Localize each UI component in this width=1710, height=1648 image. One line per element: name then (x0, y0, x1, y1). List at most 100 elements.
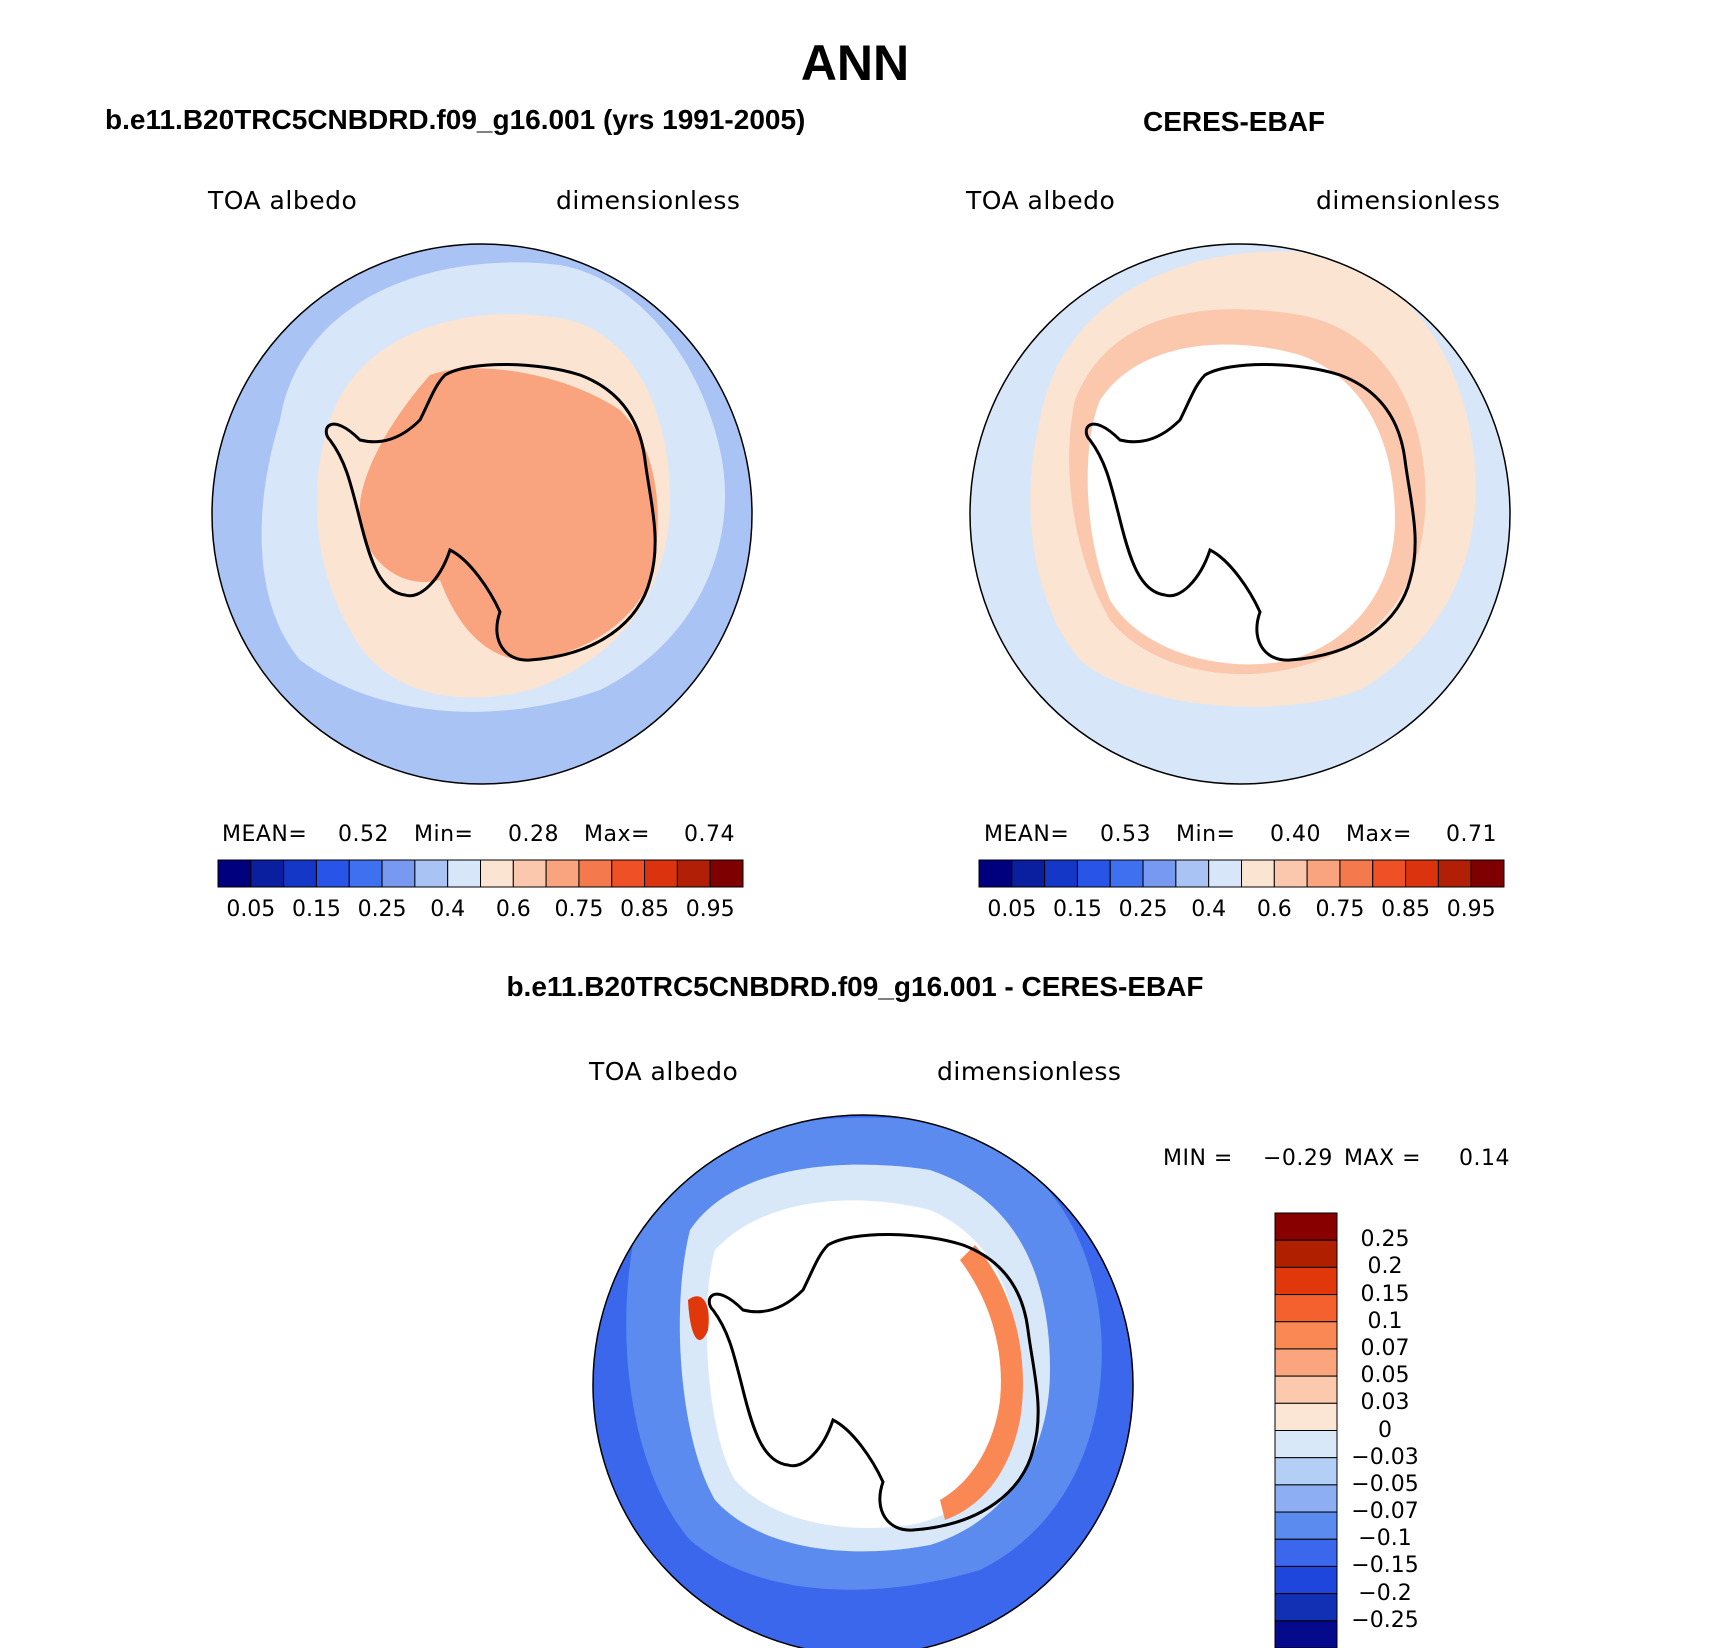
obs-panel-title: CERES-EBAF (1143, 106, 1326, 137)
colorbar-swatch (709, 859, 744, 888)
obs-variable-label: TOA albedo (966, 186, 1116, 215)
colorbar-tick-label: 0.07 (1360, 1335, 1410, 1361)
diff-max-label: MAX = (1344, 1146, 1422, 1171)
colorbar-swatch (1274, 1484, 1338, 1513)
colorbar-tick-label: 0.1 (1367, 1308, 1403, 1334)
diff-field-positive-east (940, 1245, 1023, 1520)
colorbar-swatch (676, 859, 711, 888)
model-colorbar (217, 859, 744, 888)
colorbar-tick-label: −0.07 (1351, 1499, 1419, 1525)
diff-antarctica-coastline (707, 1233, 1040, 1532)
colorbar-swatch (1274, 1266, 1338, 1296)
colorbar-swatch (1470, 859, 1505, 888)
colorbar-swatch (1142, 859, 1177, 888)
model-min-value: 0.28 (508, 822, 559, 847)
colorbar-swatch (1274, 1348, 1338, 1377)
colorbar-tick-label: 0.75 (1315, 897, 1365, 922)
diff-colorbar (1274, 1212, 1338, 1648)
colorbar-swatch (217, 859, 252, 888)
obs-units-label: dimensionless (1316, 186, 1501, 215)
colorbar-swatch (1274, 1593, 1338, 1622)
colorbar-swatch (381, 859, 416, 888)
model-colorbar-ticks: 0.05 0.15 0.25 0.4 0.6 0.75 0.85 0.95 (218, 897, 743, 927)
colorbar-tick-label: 0.25 (1118, 897, 1168, 922)
diff-min-label: MIN = (1163, 1146, 1233, 1171)
diff-map-boundary (592, 1114, 1134, 1648)
colorbar-swatch (1437, 859, 1472, 888)
colorbar-tick-label: 0.05 (987, 897, 1037, 922)
colorbar-swatch (1274, 1321, 1338, 1350)
colorbar-swatch (283, 859, 317, 888)
colorbar-swatch (1274, 1430, 1338, 1459)
colorbar-tick-label: 0.15 (1360, 1281, 1410, 1307)
obs-mean-label: MEAN= (984, 822, 1070, 847)
obs-min-label: Min= (1176, 822, 1236, 847)
colorbar-tick-label: 0.4 (430, 897, 466, 922)
colorbar-swatch (545, 859, 580, 888)
colorbar-tick-label: −0.2 (1358, 1580, 1412, 1606)
colorbar-swatch (1274, 1212, 1338, 1241)
colorbar-swatch (1274, 1294, 1338, 1323)
obs-min-value: 0.40 (1270, 822, 1321, 847)
colorbar-tick-label: 0.95 (1446, 897, 1496, 922)
colorbar-tick-label: −0.15 (1351, 1553, 1419, 1579)
colorbar-swatch (1306, 859, 1341, 888)
colorbar-swatch (1109, 859, 1144, 888)
colorbar-swatch (1274, 1538, 1338, 1567)
obs-antarctica-coastline (1084, 363, 1417, 662)
colorbar-swatch (611, 859, 646, 888)
colorbar-tick-label: 0.15 (291, 897, 341, 922)
colorbar-swatch (1208, 859, 1242, 888)
diff-variable-label: TOA albedo (589, 1057, 739, 1086)
diff-field-positive-west (688, 1296, 709, 1340)
colorbar-tick-label: 0.15 (1052, 897, 1102, 922)
colorbar-tick-label: 0.75 (554, 897, 604, 922)
diff-min-value: −0.29 (1263, 1146, 1333, 1171)
figure-title: ANN (800, 35, 910, 91)
colorbar-tick-label: −0.03 (1351, 1444, 1419, 1470)
colorbar-tick-label: 0.05 (226, 897, 276, 922)
colorbar-tick-label: 0 (1378, 1417, 1392, 1443)
colorbar-tick-label: −0.1 (1358, 1526, 1412, 1552)
colorbar-tick-label: −0.05 (1351, 1471, 1419, 1497)
colorbar-tick-label: 0.03 (1360, 1390, 1410, 1416)
colorbar-swatch (1274, 1375, 1338, 1404)
obs-max-label: Max= (1346, 822, 1412, 847)
colorbar-tick-label: 0.4 (1191, 897, 1227, 922)
colorbar-tick-label: 0.6 (1256, 897, 1292, 922)
colorbar-swatch (348, 859, 383, 888)
colorbar-swatch (1372, 859, 1407, 888)
obs-colorbar-ticks: 0.05 0.15 0.25 0.4 0.6 0.75 0.85 0.95 (979, 897, 1504, 927)
colorbar-tick-label: 0.2 (1367, 1254, 1403, 1280)
colorbar-swatch (447, 859, 481, 888)
obs-max-value: 0.71 (1446, 822, 1497, 847)
colorbar-swatch (1405, 859, 1439, 888)
colorbar-swatch (1273, 859, 1308, 888)
diff-field-missing-ice (706, 1200, 1020, 1528)
model-units-label: dimensionless (556, 186, 741, 215)
colorbar-swatch (578, 859, 613, 888)
model-mean-value: 0.52 (338, 822, 389, 847)
colorbar-swatch (480, 859, 514, 888)
model-mean-label: MEAN= (222, 822, 308, 847)
obs-field-missing-ice (1087, 344, 1395, 665)
colorbar-tick-label: 0.25 (357, 897, 407, 922)
obs-map-boundary (969, 243, 1511, 785)
colorbar-swatch (1044, 859, 1078, 888)
colorbar-swatch (1011, 859, 1046, 888)
colorbar-swatch (1274, 1565, 1338, 1595)
colorbar-swatch (644, 859, 678, 888)
model-min-label: Min= (414, 822, 474, 847)
obs-colorbar (978, 859, 1505, 888)
colorbar-tick-label: 0.95 (685, 897, 735, 922)
colorbar-tick-label: 0.25 (1360, 1227, 1410, 1253)
diff-panel-title: b.e11.B20TRC5CNBDRD.f09_g16.001 - CERES-… (506, 971, 1204, 1002)
colorbar-tick-label: −0.25 (1351, 1607, 1419, 1633)
colorbar-tick-label: 0.6 (495, 897, 531, 922)
colorbar-tick-label: 0.05 (1360, 1363, 1410, 1389)
model-variable-label: TOA albedo (208, 186, 358, 215)
diff-units-label: dimensionless (937, 1057, 1122, 1086)
colorbar-swatch (1274, 1402, 1338, 1431)
